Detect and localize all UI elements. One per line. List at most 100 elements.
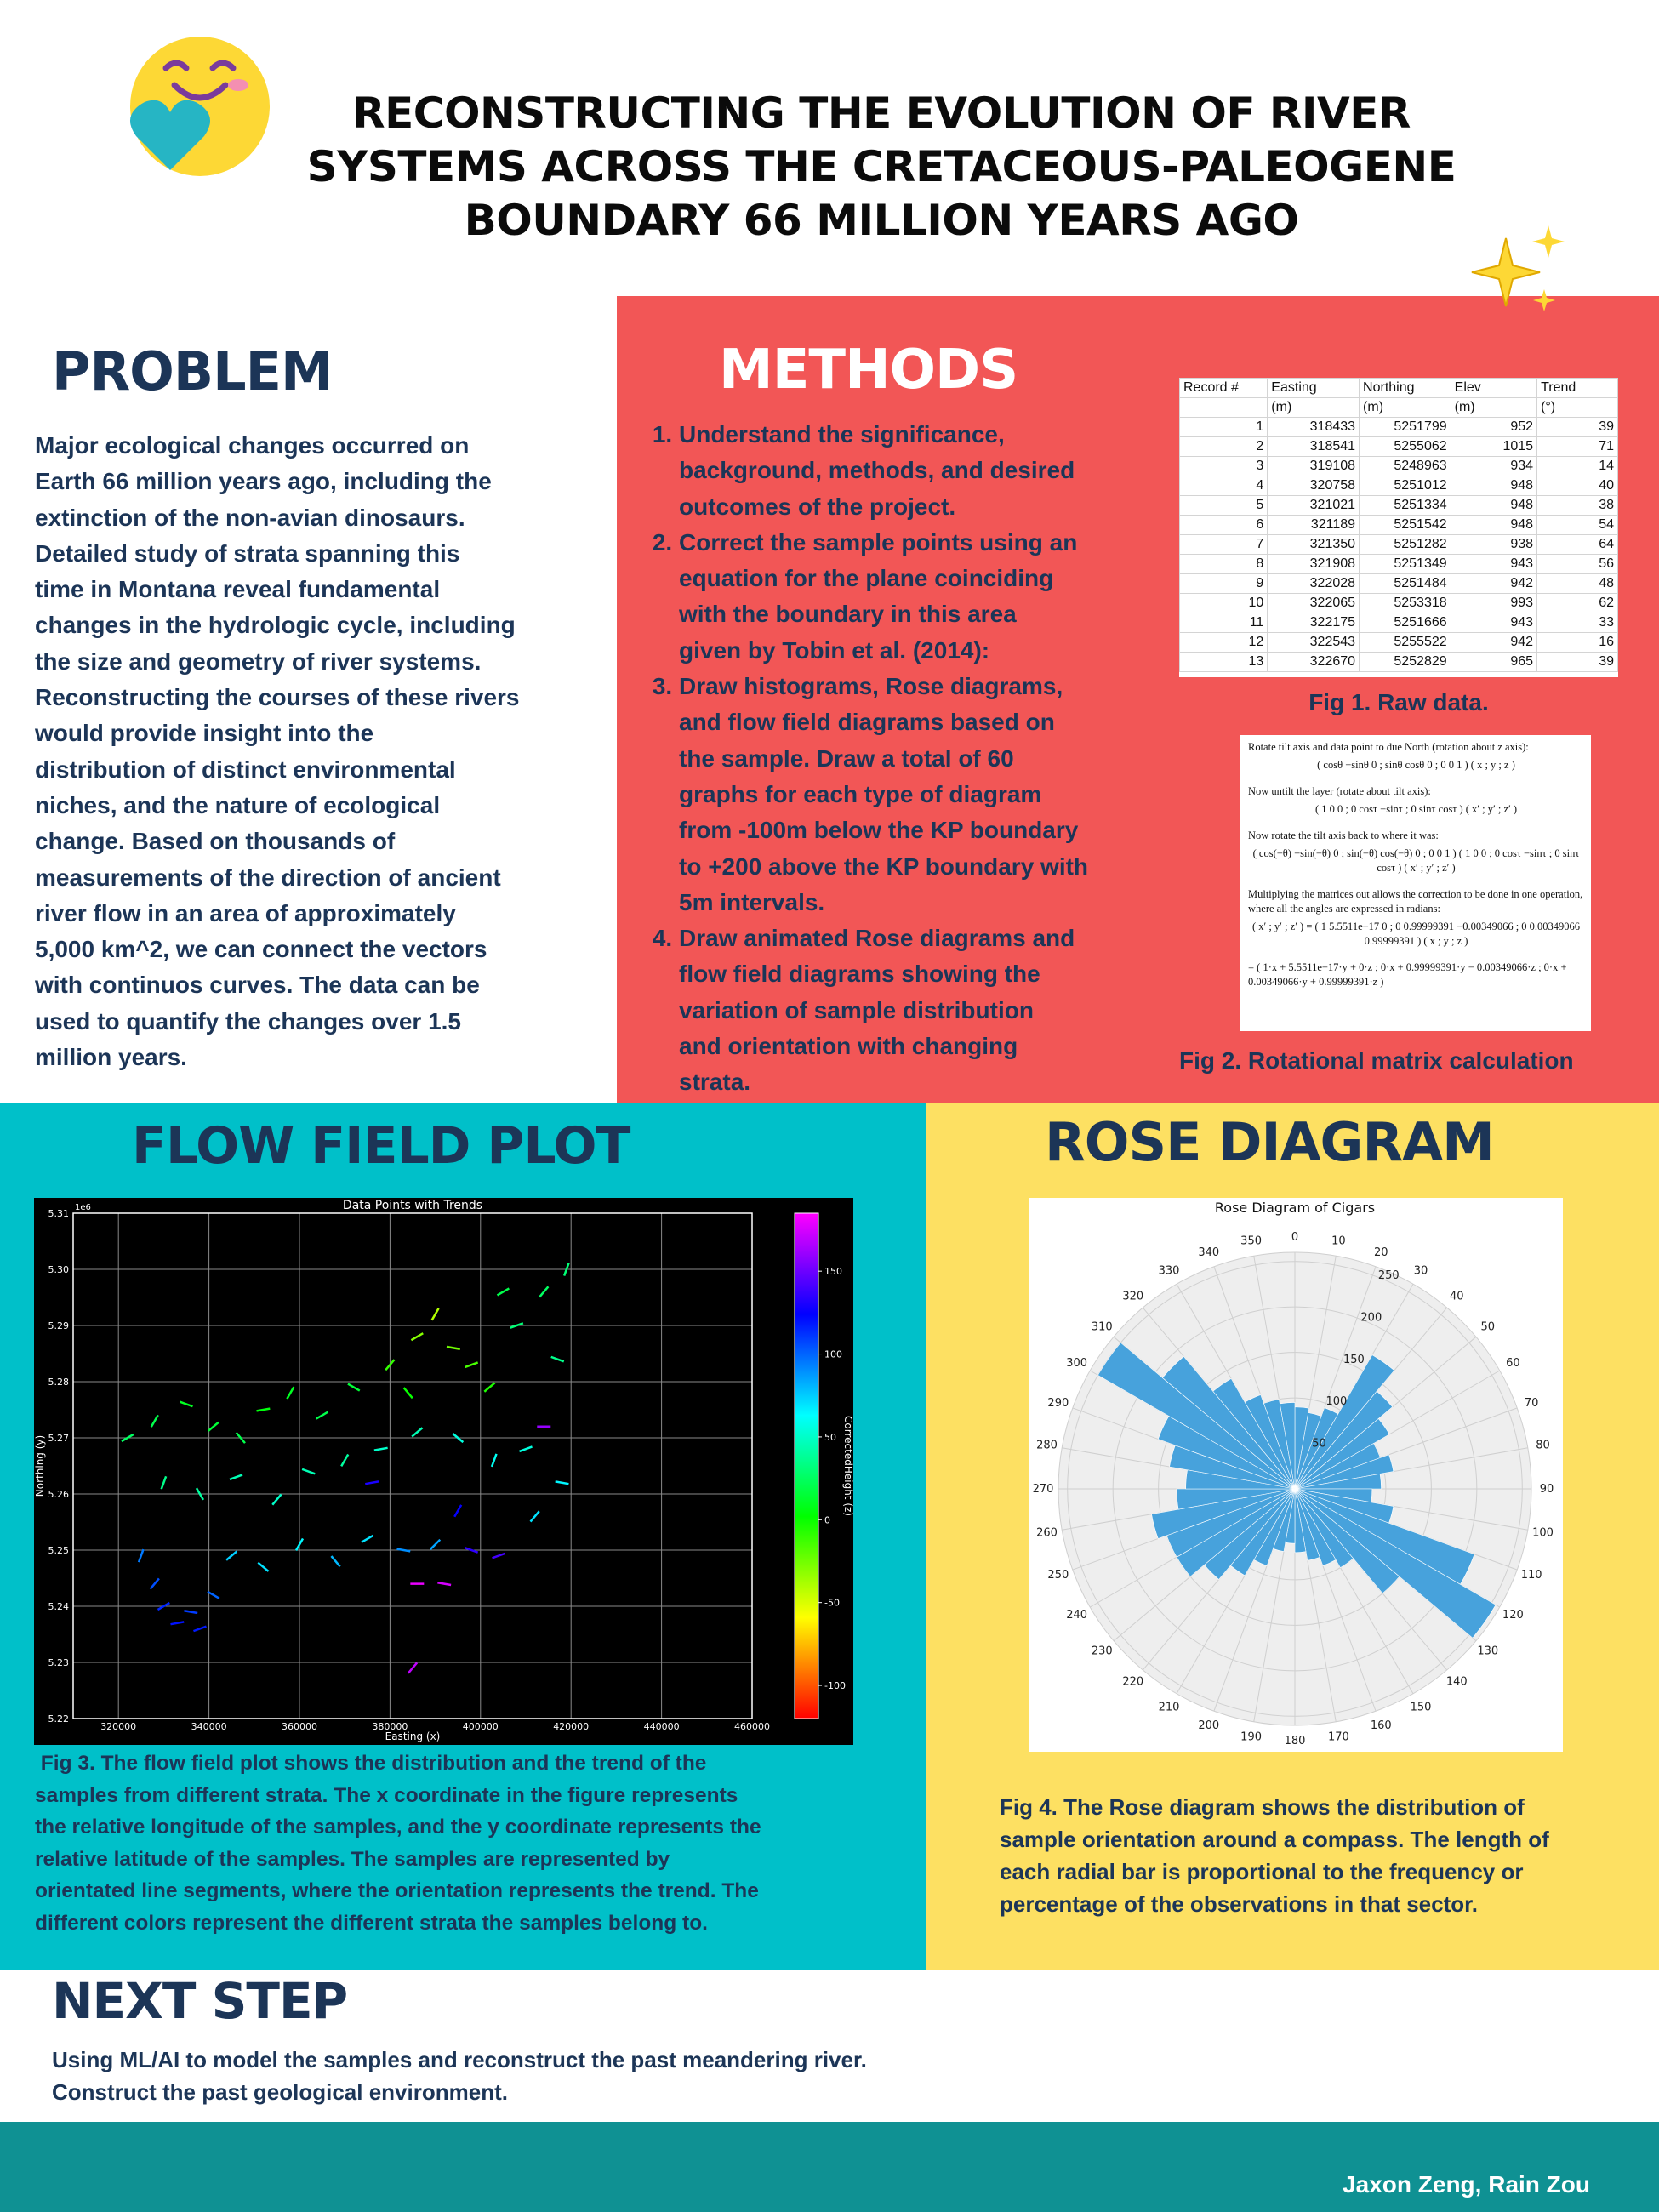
header-cell: Easting: [1267, 378, 1360, 398]
angle-label: 190: [1240, 1731, 1262, 1744]
angle-label: 20: [1374, 1246, 1388, 1259]
x-tick-label: 360000: [282, 1721, 317, 1732]
text-line: Draw animated Rose diagrams and: [679, 925, 1075, 952]
method-step: Draw histograms, Rose diagrams, and flow …: [679, 669, 1088, 921]
trend-segment: [492, 1552, 506, 1559]
y-tick-label: 5.29: [48, 1320, 70, 1331]
matrix-line: = ( 1·x + 5.5511e−17·y + 0·z ; 0·x + 0.9…: [1248, 961, 1567, 988]
table-cell: 12: [1178, 632, 1268, 653]
text-line: Fig 4. The Rose diagram shows the distri…: [1000, 1794, 1525, 1820]
trend-segment: [157, 1601, 170, 1611]
trend-segment: [465, 1361, 479, 1369]
header-cell: Trend: [1536, 378, 1618, 398]
text-line: each radial bar is proportional to the f…: [1000, 1859, 1524, 1884]
table-cell: 48: [1536, 573, 1618, 594]
rose-bar: [1294, 1354, 1395, 1490]
text-line: and orientation with changing: [679, 1033, 1018, 1060]
trend-segment: [340, 1453, 350, 1467]
x-tick-label: 400000: [463, 1721, 499, 1732]
angle-label: 110: [1521, 1569, 1542, 1582]
table-row: 4 320758 5251012 948 40: [1178, 476, 1618, 496]
trend-segment: [496, 1287, 510, 1297]
rose-bar: [1280, 1402, 1296, 1490]
chart-title: Data Points with Trends: [343, 1199, 482, 1212]
table-cell: 54: [1536, 515, 1618, 535]
rose-bar: [1294, 1488, 1337, 1566]
trend-segment: [225, 1550, 238, 1561]
table-row: 12 322543 5255522 942 16: [1178, 632, 1618, 653]
x-tick-label: 420000: [553, 1721, 589, 1732]
table-row: 9 322028 5251484 942 48: [1178, 573, 1618, 594]
y-tick-label: 5.30: [48, 1264, 70, 1275]
trend-segment: [550, 1355, 565, 1363]
colorbar-tick-label: -50: [824, 1598, 840, 1609]
trend-segment: [257, 1561, 270, 1572]
rose-bar: [1294, 1488, 1320, 1561]
trend-segment: [452, 1432, 465, 1444]
rose-bar: [1161, 1355, 1296, 1490]
angle-label: 160: [1371, 1719, 1392, 1732]
trend-segment: [330, 1555, 341, 1568]
angle-label: 10: [1331, 1234, 1346, 1247]
text-line: outcomes of the project.: [679, 493, 956, 520]
trend-segment: [294, 1537, 305, 1551]
text-line: Earth 66 million years ago, including th…: [35, 468, 492, 495]
text-line: change. Based on thousands of: [35, 828, 396, 855]
radial-tick-label: 50: [1312, 1438, 1326, 1451]
radial-tick-label: 150: [1343, 1354, 1365, 1366]
table-cell: 62: [1536, 593, 1618, 613]
table-row: 8 321908 5251349 943 56: [1178, 554, 1618, 574]
text-line: variation of sample distribution: [679, 996, 1034, 1023]
text-line: measurements of the direction of ancient: [35, 864, 501, 891]
trend-segment: [396, 1548, 411, 1553]
title-line: RECONSTRUCTING THE EVOLUTION OF RIVER: [352, 88, 1411, 138]
figure-caption: Fig 2. Rotational matrix calculation: [1179, 1047, 1574, 1074]
table-cell: 948: [1450, 476, 1538, 496]
next-step-text: Using ML/AI to model the samples and rec…: [52, 2044, 867, 2108]
trend-segment: [193, 1625, 207, 1633]
table-header-row: Record # Easting Northing Elev Trend: [1178, 378, 1618, 398]
section-heading: PROBLEM: [52, 340, 334, 402]
table-cell: 16: [1536, 632, 1618, 653]
table-cell: 5255522: [1359, 632, 1451, 653]
text-line: the size and geometry of river systems.: [35, 647, 482, 675]
trend-segment: [539, 1286, 550, 1298]
text-line: different colors represent the different…: [35, 1911, 708, 1935]
table-row: 5 321021 5251334 948 38: [1178, 495, 1618, 516]
table-cell: 10: [1178, 593, 1268, 613]
trend-segment: [170, 1621, 185, 1626]
trend-segment: [407, 1662, 419, 1674]
sparkle-icon: [1471, 225, 1565, 311]
angle-label: 150: [1411, 1701, 1432, 1713]
rose-bar: [1151, 1488, 1296, 1539]
rose-chart: 0 10 20 30 40 50 60 70 80 90 100 110 120 130 140 150 160…: [1029, 1198, 1563, 1752]
table-cell: 2: [1178, 436, 1268, 457]
table-header-row: (m) (m) (m) (°): [1178, 397, 1618, 418]
table-cell: 934: [1450, 456, 1538, 476]
angle-label: 140: [1446, 1676, 1468, 1689]
text-line: orientated line segments, where the orie…: [35, 1879, 759, 1902]
text-line: Construct the past geological environmen…: [52, 2079, 508, 2105]
matrix-line: ( cosθ −sinθ 0 ; sinθ cosθ 0 ; 0 0 1 ) (…: [1317, 759, 1515, 771]
table-cell: 33: [1536, 613, 1618, 633]
author-names: Jaxon Zeng, Rain Zou: [1343, 2171, 1590, 2198]
trend-segment: [180, 1400, 193, 1408]
table-cell: 38: [1536, 495, 1618, 516]
table-cell: 322175: [1267, 613, 1360, 633]
trend-segment: [373, 1446, 388, 1451]
table-cell: 5251349: [1359, 554, 1451, 574]
table-cell: 318541: [1267, 436, 1360, 457]
table-cell: 948: [1450, 515, 1538, 535]
angle-label: 60: [1506, 1357, 1520, 1370]
angle-label: 340: [1198, 1246, 1219, 1259]
table-row: 2 318541 5255062 1015 71: [1178, 436, 1618, 457]
text-line: percentage of the observations in that s…: [1000, 1891, 1479, 1917]
table-cell: 5251282: [1359, 534, 1451, 555]
trend-segment: [271, 1493, 282, 1506]
text-line: extinction of the non-avian dinosaurs.: [35, 504, 465, 531]
trend-segment: [430, 1538, 442, 1550]
trend-segment: [430, 1308, 440, 1321]
text-line: graphs for each type of diagram: [679, 780, 1042, 807]
trend-segment: [160, 1475, 168, 1490]
